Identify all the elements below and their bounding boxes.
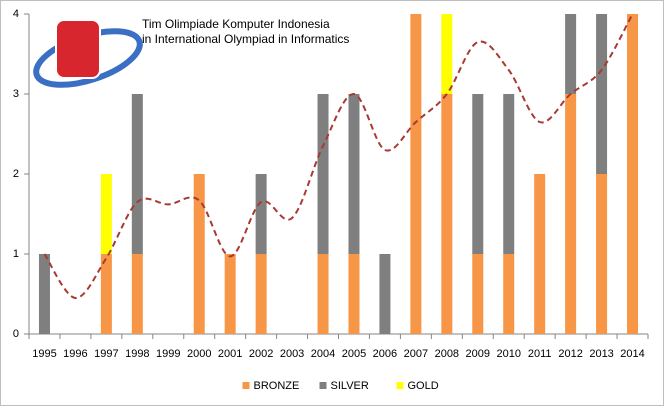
bar-segment: [131, 254, 143, 334]
bar-segment: [100, 254, 112, 334]
bar-segment: [255, 254, 267, 334]
legend-swatch: [396, 382, 404, 389]
x-tick-label: 2012: [558, 348, 582, 360]
bar-segment: [38, 254, 50, 334]
x-tick-label: 1996: [63, 348, 87, 360]
legend-swatch: [242, 382, 250, 389]
bar-segment: [348, 254, 360, 334]
x-tick-label: 2008: [435, 348, 459, 360]
legend-label: SILVER: [331, 380, 369, 392]
x-tick-label: 2002: [249, 348, 273, 360]
bar-segment: [627, 14, 639, 334]
bar-segment: [100, 174, 112, 254]
bar-segment: [441, 94, 453, 334]
bar-segment: [379, 254, 391, 334]
x-tick-label: 1999: [156, 348, 180, 360]
x-tick-label: 2005: [342, 348, 366, 360]
x-tick-label: 2010: [496, 348, 520, 360]
chart-title: in International Olympiad in Informatics: [142, 32, 349, 46]
bar-segment: [255, 174, 267, 254]
bar-segment: [224, 254, 236, 334]
bar-segment: [317, 94, 329, 254]
bar-segment: [565, 94, 577, 334]
x-tick-label: 2011: [528, 348, 552, 360]
y-tick-label: 1: [13, 248, 19, 260]
bar-segment: [534, 174, 546, 334]
x-tick-label: 1997: [94, 348, 118, 360]
bar-segment: [565, 14, 577, 94]
legend-label: BRONZE: [254, 380, 300, 392]
bar-segment: [410, 14, 422, 334]
bar-segment: [503, 254, 515, 334]
legend-label: GOLD: [408, 380, 439, 392]
y-tick-label: 2: [13, 168, 19, 180]
x-tick-label: 2006: [373, 348, 397, 360]
x-tick-label: 2000: [187, 348, 211, 360]
x-tick-label: 2009: [466, 348, 490, 360]
x-tick-label: 1998: [125, 348, 149, 360]
legend-swatch: [319, 382, 327, 389]
y-tick-label: 3: [13, 88, 19, 100]
bar-segment: [596, 174, 608, 334]
y-tick-label: 4: [13, 8, 19, 20]
y-tick-label: 0: [13, 328, 19, 340]
bar-segment: [317, 254, 329, 334]
x-tick-label: 1995: [32, 348, 56, 360]
bar-segment: [472, 94, 484, 254]
bar-segment: [596, 14, 608, 174]
x-tick-label: 2007: [404, 348, 428, 360]
bar-segment: [441, 14, 453, 94]
x-tick-label: 2014: [620, 348, 644, 360]
logo: [33, 19, 143, 88]
chart-title: Tim Olimpiade Komputer Indonesia: [142, 17, 330, 31]
x-tick-label: 2003: [280, 348, 304, 360]
bar-segment: [503, 94, 515, 254]
bar-segment: [348, 94, 360, 254]
bar-segment: [193, 174, 205, 334]
x-tick-label: 2013: [589, 348, 613, 360]
bar-segment: [131, 94, 143, 254]
x-tick-label: 2001: [218, 348, 242, 360]
bar-segment: [472, 254, 484, 334]
x-tick-label: 2004: [311, 348, 335, 360]
